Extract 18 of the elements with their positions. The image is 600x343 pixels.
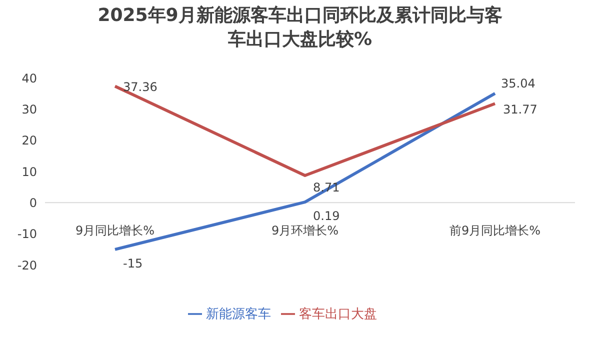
y-tick-label: 10 [22,164,37,179]
y-tick-label: 40 [22,71,37,86]
legend-label: 新能源客车 [206,307,271,322]
y-tick-label: -10 [17,227,37,242]
data-label: 35.04 [501,76,536,90]
x-tick-label: 9月环增长% [271,224,339,238]
legend-label: 客车出口大盘 [299,307,377,322]
chart-title: 2025年9月新能源客车出口同环比及累计同比与客车出口大盘比较% [96,4,504,52]
y-tick-label: -20 [17,258,37,272]
x-tick-label: 前9月同比增长% [449,224,541,238]
data-label: 37.36 [123,80,158,94]
data-label: 31.77 [503,102,538,117]
data-label: 0.19 [313,209,340,224]
data-label: -15 [123,256,143,270]
y-tick-label: 20 [22,134,37,148]
x-tick-label: 9月同比增长% [75,224,155,238]
y-tick-label: 30 [22,102,37,116]
y-tick-label: 0 [29,196,37,210]
